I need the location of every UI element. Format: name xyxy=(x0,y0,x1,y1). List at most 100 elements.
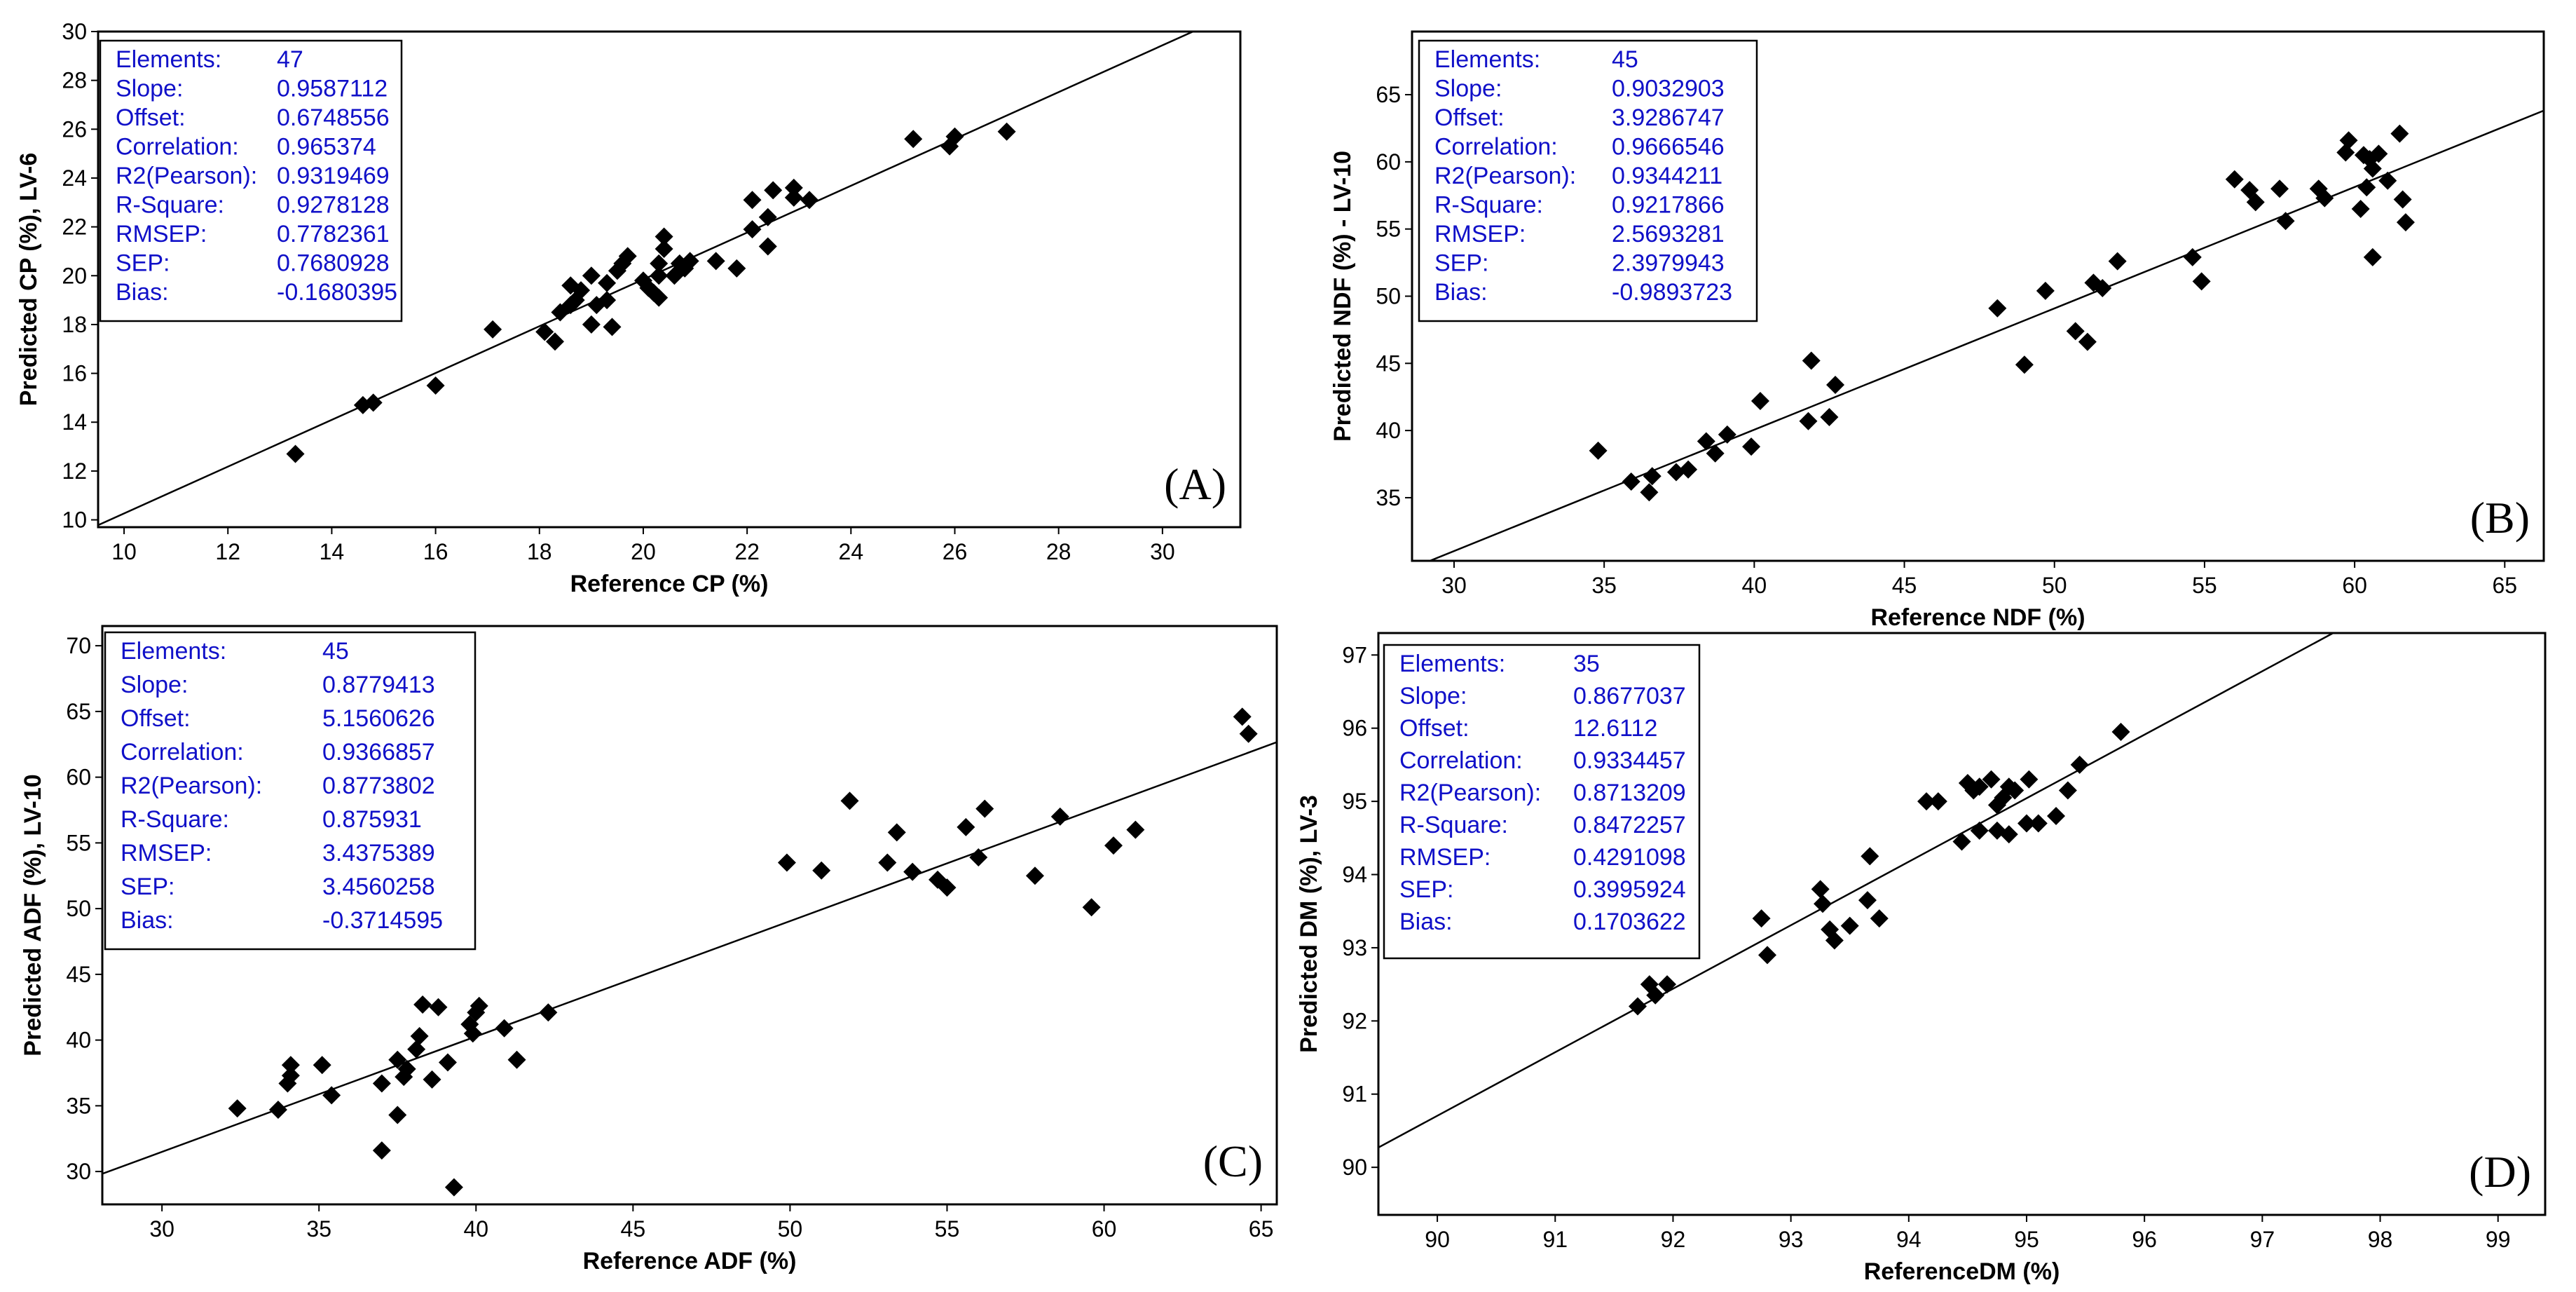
x-tick-label: 60 xyxy=(2342,573,2367,598)
y-tick-label: 65 xyxy=(66,699,91,724)
data-point xyxy=(650,266,669,285)
data-point xyxy=(463,1024,482,1043)
y-tick-label: 45 xyxy=(66,962,91,987)
data-point xyxy=(1870,909,1889,928)
stat-value: 2.3979943 xyxy=(1612,250,1725,277)
data-point xyxy=(655,227,673,246)
data-point xyxy=(1826,375,1845,394)
stat-label: Offset: xyxy=(121,705,191,732)
data-point xyxy=(758,237,777,256)
data-point xyxy=(969,848,988,866)
data-point xyxy=(1811,880,1830,899)
x-tick-label: 50 xyxy=(778,1216,803,1242)
y-tick-label: 35 xyxy=(66,1093,91,1118)
data-point xyxy=(484,320,502,339)
data-point xyxy=(410,1027,429,1045)
y-tick-label: 55 xyxy=(1376,217,1401,242)
stat-value: 0.875931 xyxy=(322,806,422,833)
data-point xyxy=(2015,355,2034,374)
y-tick-label: 50 xyxy=(1376,284,1401,309)
y-tick-label: 91 xyxy=(1342,1082,1367,1107)
data-point xyxy=(2066,322,2085,341)
data-point xyxy=(2390,124,2409,143)
stat-label: Offset: xyxy=(1399,715,1469,742)
data-point xyxy=(2111,722,2130,741)
y-tick-label: 30 xyxy=(62,19,87,44)
stat-value: 3.9286747 xyxy=(1612,104,1725,131)
stat-value: 5.1560626 xyxy=(322,705,435,732)
data-point xyxy=(507,1050,526,1069)
x-tick-label: 60 xyxy=(1092,1216,1117,1242)
data-point xyxy=(423,1070,441,1089)
data-point xyxy=(758,208,777,226)
data-point xyxy=(1706,444,1725,463)
data-point xyxy=(2225,170,2244,189)
data-point xyxy=(426,376,445,395)
data-point xyxy=(444,1178,463,1197)
stat-value: 0.7782361 xyxy=(277,221,390,247)
data-point xyxy=(582,315,601,334)
x-tick-label: 97 xyxy=(2250,1227,2275,1252)
x-tick-label: 14 xyxy=(320,539,345,564)
y-tick-label: 94 xyxy=(1342,862,1367,888)
y-tick-label: 30 xyxy=(66,1159,91,1184)
data-point xyxy=(904,130,923,149)
x-tick-label: 10 xyxy=(111,539,137,564)
stat-value: 45 xyxy=(322,638,349,665)
data-point xyxy=(1840,916,1859,935)
stats-box xyxy=(1418,39,1758,322)
stat-label: Slope: xyxy=(116,76,183,102)
x-tick-label: 50 xyxy=(2042,573,2067,598)
data-point xyxy=(975,799,994,818)
data-point xyxy=(2351,199,2370,218)
y-tick-label: 35 xyxy=(1376,485,1401,510)
y-tick-label: 50 xyxy=(66,896,91,921)
data-point xyxy=(397,1059,416,1078)
x-tick-label: 92 xyxy=(1661,1227,1686,1252)
data-point xyxy=(2093,279,2112,298)
y-tick-label: 95 xyxy=(1342,789,1367,814)
data-point xyxy=(957,817,975,836)
panel-label: (C) xyxy=(1203,1136,1263,1186)
data-point xyxy=(2396,213,2415,232)
y-tick-label: 97 xyxy=(1342,642,1367,667)
data-point xyxy=(903,862,922,881)
regression-line xyxy=(98,32,1195,526)
data-point xyxy=(2357,178,2376,197)
stat-value: 0.9334457 xyxy=(1573,747,1686,774)
stat-value: 3.4375389 xyxy=(322,840,435,866)
data-point xyxy=(1982,770,2001,789)
stat-value: 47 xyxy=(277,46,303,73)
data-point xyxy=(1233,707,1252,726)
x-tick-label: 91 xyxy=(1542,1227,1568,1252)
data-point xyxy=(1751,391,1769,410)
x-tick-label: 30 xyxy=(1150,539,1175,564)
stat-value: 0.3995924 xyxy=(1573,876,1686,903)
stat-label: Bias: xyxy=(116,279,169,306)
stat-label: SEP: xyxy=(1399,876,1453,903)
stat-label: SEP: xyxy=(1434,250,1488,277)
x-tick-label: 90 xyxy=(1425,1227,1450,1252)
data-point xyxy=(840,791,859,810)
y-axis-label: Predicted CP (%), LV-6 xyxy=(15,153,42,407)
data-point xyxy=(2270,179,2289,198)
data-point xyxy=(286,444,305,463)
x-tick-label: 16 xyxy=(423,539,448,564)
data-point xyxy=(1050,807,1069,826)
data-point xyxy=(2047,807,2066,826)
panel-b: 30 35 40 45 50 55 60 65 35 40 45 50 55 60 65 Reference … xyxy=(1329,30,2545,631)
data-point xyxy=(372,1074,391,1093)
plot-frame-a xyxy=(97,30,1242,529)
y-axis-label: Predicted NDF (%) - LV-10 xyxy=(1329,151,1356,442)
stat-label: Elements: xyxy=(116,46,221,73)
data-point xyxy=(281,1056,300,1075)
data-point xyxy=(2369,144,2388,163)
stat-value: 0.4291098 xyxy=(1573,844,1686,871)
data-point xyxy=(228,1099,247,1118)
data-point xyxy=(655,239,673,258)
data-point xyxy=(2192,272,2211,291)
stat-label: Elements: xyxy=(121,638,226,665)
data-point xyxy=(546,332,564,351)
y-tick-label: 65 xyxy=(1376,82,1401,107)
y-tick-label: 90 xyxy=(1342,1155,1367,1180)
